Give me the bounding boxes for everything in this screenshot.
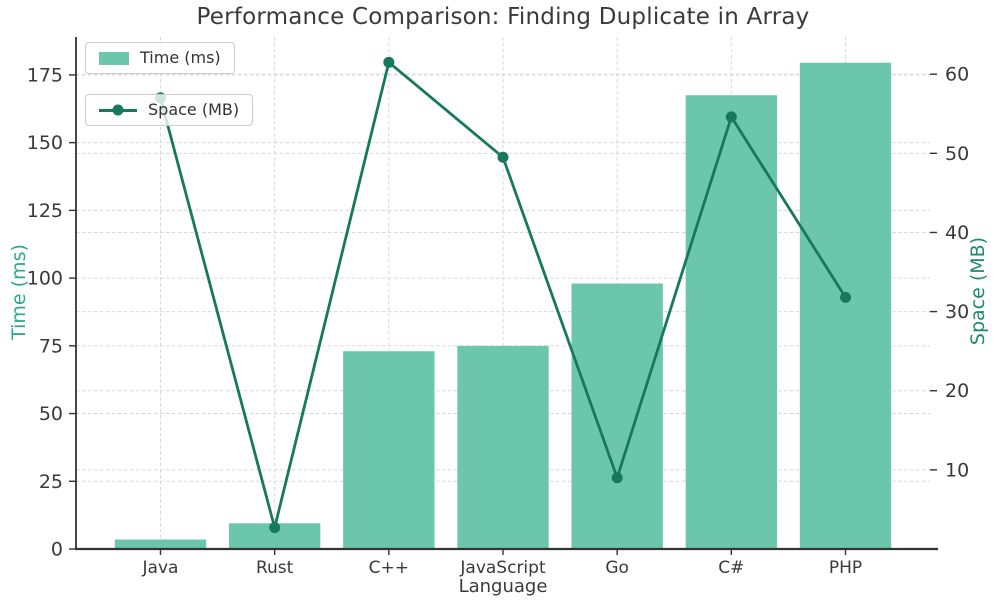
legend-time: Time (ms) bbox=[85, 42, 235, 74]
x-tick-label: Go bbox=[605, 558, 629, 578]
left-tick-label: 0 bbox=[51, 539, 63, 561]
x-tick-label: Rust bbox=[256, 558, 294, 578]
right-tick-label: 30 bbox=[945, 301, 969, 323]
bar bbox=[799, 62, 892, 550]
right-tick-label: 50 bbox=[945, 143, 969, 165]
line-point bbox=[383, 56, 395, 68]
right-tick-label: 10 bbox=[945, 459, 969, 481]
line-point bbox=[611, 472, 623, 484]
legend-time-swatch-icon bbox=[99, 51, 129, 65]
left-tick-label: 75 bbox=[39, 335, 63, 357]
x-tick-label: C# bbox=[718, 558, 744, 578]
bar bbox=[457, 345, 549, 549]
legend-space-line-icon bbox=[99, 104, 137, 116]
bar bbox=[685, 95, 778, 550]
x-tick-label: PHP bbox=[829, 558, 862, 578]
legend-space: Space (MB) bbox=[85, 94, 254, 126]
right-tick-label: 60 bbox=[945, 64, 969, 86]
y-axis-label-left: Time (ms) bbox=[8, 244, 30, 340]
right-tick-label: 40 bbox=[945, 222, 969, 244]
x-tick-label: JavaScript bbox=[459, 558, 546, 578]
bar bbox=[571, 283, 663, 549]
x-axis-label: Language bbox=[458, 576, 548, 597]
bar bbox=[343, 351, 435, 549]
y-axis-label-right: Space (MB) bbox=[967, 236, 989, 346]
left-tick-label: 150 bbox=[27, 132, 63, 154]
legend-space-label: Space (MB) bbox=[148, 100, 240, 119]
right-tick-label: 20 bbox=[945, 380, 969, 402]
left-tick-label: 100 bbox=[27, 268, 63, 290]
chart-title: Performance Comparison: Finding Duplicat… bbox=[196, 4, 810, 30]
x-tick-label: C++ bbox=[369, 558, 409, 578]
left-tick-label: 50 bbox=[39, 403, 63, 425]
left-tick-label: 175 bbox=[27, 64, 63, 86]
left-tick-label: 25 bbox=[39, 471, 63, 493]
line-point bbox=[725, 111, 737, 123]
line-point bbox=[269, 522, 281, 534]
bar bbox=[114, 539, 207, 549]
legend-time-label: Time (ms) bbox=[140, 48, 221, 67]
legend-space-dot-icon bbox=[112, 104, 124, 116]
x-tick-label: Java bbox=[142, 558, 179, 578]
line-point bbox=[497, 151, 509, 163]
left-tick-label: 125 bbox=[27, 200, 63, 222]
line-point bbox=[840, 291, 852, 303]
